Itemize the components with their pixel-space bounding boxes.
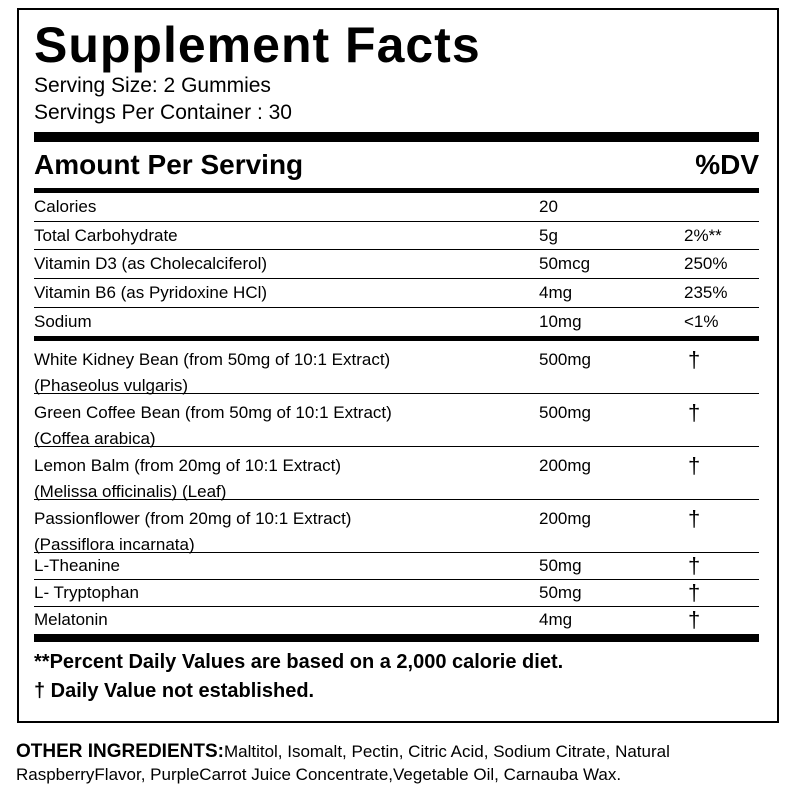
ingredient-dv: † bbox=[688, 553, 701, 579]
ingredient-name-line: (Coffea arabica) bbox=[34, 429, 156, 449]
other-ingredients-text: Maltitol, Isomalt, Pectin, Citric Acid, … bbox=[16, 742, 670, 784]
divider bbox=[34, 132, 759, 142]
nutrient-row: Sodium 10mg <1% bbox=[34, 308, 759, 337]
ingredient-name-line: White Kidney Bean (from 50mg of 10:1 Ext… bbox=[34, 350, 391, 370]
nutrient-name: Vitamin B6 (as Pyridoxine HCl) bbox=[34, 282, 268, 302]
nutrients: Calories 20 Total Carbohydrate 5g 2%** Vitami… bbox=[34, 193, 759, 336]
ingredient-amount: 50mg bbox=[539, 582, 582, 602]
ingredient-dv: † bbox=[688, 453, 701, 479]
other-ingredients-label: OTHER INGREDIENTS: bbox=[16, 741, 224, 762]
nutrient-name: Total Carbohydrate bbox=[34, 225, 178, 245]
nutrient-amount: 50mcg bbox=[539, 254, 591, 274]
ingredient-dv: † bbox=[688, 607, 701, 633]
ingredient-amount: 50mg bbox=[539, 556, 582, 576]
nutrient-dv: <1% bbox=[684, 312, 719, 332]
ingredient-row: Green Coffee Bean (from 50mg of 10:1 Ext… bbox=[34, 394, 759, 448]
ingredient-name-line: L- Tryptophan bbox=[34, 582, 139, 602]
nutrient-amount: 4mg bbox=[539, 282, 573, 302]
ingredient-name-line: (Phaseolus vulgaris) bbox=[34, 376, 189, 396]
servings-per-container: Servings Per Container : 30 bbox=[34, 101, 292, 124]
footnotes: **Percent Daily Values are based on a 2,… bbox=[34, 648, 759, 706]
ingredient-name: Lemon Balm (from 20mg of 10:1 Extract) (M… bbox=[34, 453, 539, 501]
supplement-facts-panel: Supplement Facts Serving Size: 2 Gummies… bbox=[17, 8, 779, 723]
nutrient-amount: 10mg bbox=[539, 312, 582, 332]
ingredient-name-line: L-Theanine bbox=[34, 556, 121, 576]
title: Supplement Facts bbox=[34, 17, 481, 73]
ingredient-dv: † bbox=[688, 506, 701, 532]
ingredient-amount: 500mg bbox=[539, 350, 591, 370]
nutrient-dv: 235% bbox=[684, 282, 728, 302]
ingredient-name: Melatonin bbox=[34, 610, 539, 630]
divider bbox=[34, 188, 759, 193]
ingredient-name-line: (Melissa officinalis) (Leaf) bbox=[34, 482, 227, 502]
ingredient-row: White Kidney Bean (from 50mg of 10:1 Ext… bbox=[34, 341, 759, 395]
other-ingredients: OTHER INGREDIENTS:Maltitol, Isomalt, Pec… bbox=[16, 740, 796, 786]
ingredient-row: L-Theanine 50mg † bbox=[34, 553, 759, 581]
ingredient-name-line: Lemon Balm (from 20mg of 10:1 Extract) bbox=[34, 456, 342, 476]
ingredient-row: Lemon Balm (from 20mg of 10:1 Extract) (M… bbox=[34, 447, 759, 501]
nutrient-amount: 5g bbox=[539, 225, 558, 245]
footnote: † Daily Value not established. bbox=[34, 679, 315, 702]
ingredient-dv: † bbox=[688, 400, 701, 426]
ingredient-amount: 4mg bbox=[539, 610, 573, 630]
ingredient-name-line: Passionflower (from 20mg of 10:1 Extract… bbox=[34, 509, 352, 529]
ingredient-row: L- Tryptophan 50mg † bbox=[34, 580, 759, 607]
amount-header: Amount Per Serving bbox=[34, 149, 304, 180]
ingredient-name: Green Coffee Bean (from 50mg of 10:1 Ext… bbox=[34, 400, 539, 448]
serving-size: Serving Size: 2 Gummies bbox=[34, 74, 271, 97]
nutrient-name: Vitamin D3 (as Cholecalciferol) bbox=[34, 254, 268, 274]
nutrient-name: Sodium bbox=[34, 312, 92, 332]
divider bbox=[34, 633, 759, 642]
ingredient-name-line: Melatonin bbox=[34, 610, 108, 630]
nutrient-name: Calories bbox=[34, 196, 97, 216]
nutrient-row: Vitamin D3 (as Cholecalciferol) 50mcg 250% bbox=[34, 250, 759, 280]
ingredient-amount: 200mg bbox=[539, 509, 591, 529]
ingredient-dv: † bbox=[688, 579, 701, 605]
ingredient-name: L-Theanine bbox=[34, 556, 539, 576]
ingredient-name: Passionflower (from 20mg of 10:1 Extract… bbox=[34, 506, 539, 554]
ingredients: White Kidney Bean (from 50mg of 10:1 Ext… bbox=[34, 341, 759, 633]
nutrient-amount: 20 bbox=[539, 196, 558, 216]
nutrient-row: Calories 20 bbox=[34, 193, 759, 222]
footnote: **Percent Daily Values are based on a 2,… bbox=[34, 650, 564, 673]
ingredient-name: White Kidney Bean (from 50mg of 10:1 Ext… bbox=[34, 347, 539, 395]
ingredient-row: Passionflower (from 20mg of 10:1 Extract… bbox=[34, 500, 759, 554]
ingredient-name: L- Tryptophan bbox=[34, 583, 539, 603]
divider bbox=[34, 336, 759, 342]
ingredient-name-line: (Passiflora incarnata) bbox=[34, 535, 195, 555]
table-header: Amount Per Serving %DV bbox=[34, 142, 759, 188]
ingredient-name-line: Green Coffee Bean (from 50mg of 10:1 Ext… bbox=[34, 403, 392, 423]
ingredient-amount: 200mg bbox=[539, 456, 591, 476]
nutrient-dv: 2%** bbox=[684, 225, 722, 245]
dv-header: %DV bbox=[695, 149, 759, 180]
ingredient-dv: † bbox=[688, 347, 701, 373]
nutrient-row: Total Carbohydrate 5g 2%** bbox=[34, 222, 759, 251]
nutrient-dv: 250% bbox=[684, 254, 728, 274]
ingredient-amount: 500mg bbox=[539, 403, 591, 423]
nutrient-row: Vitamin B6 (as Pyridoxine HCl) 4mg 235% bbox=[34, 279, 759, 308]
ingredient-row: Melatonin 4mg † bbox=[34, 607, 759, 634]
